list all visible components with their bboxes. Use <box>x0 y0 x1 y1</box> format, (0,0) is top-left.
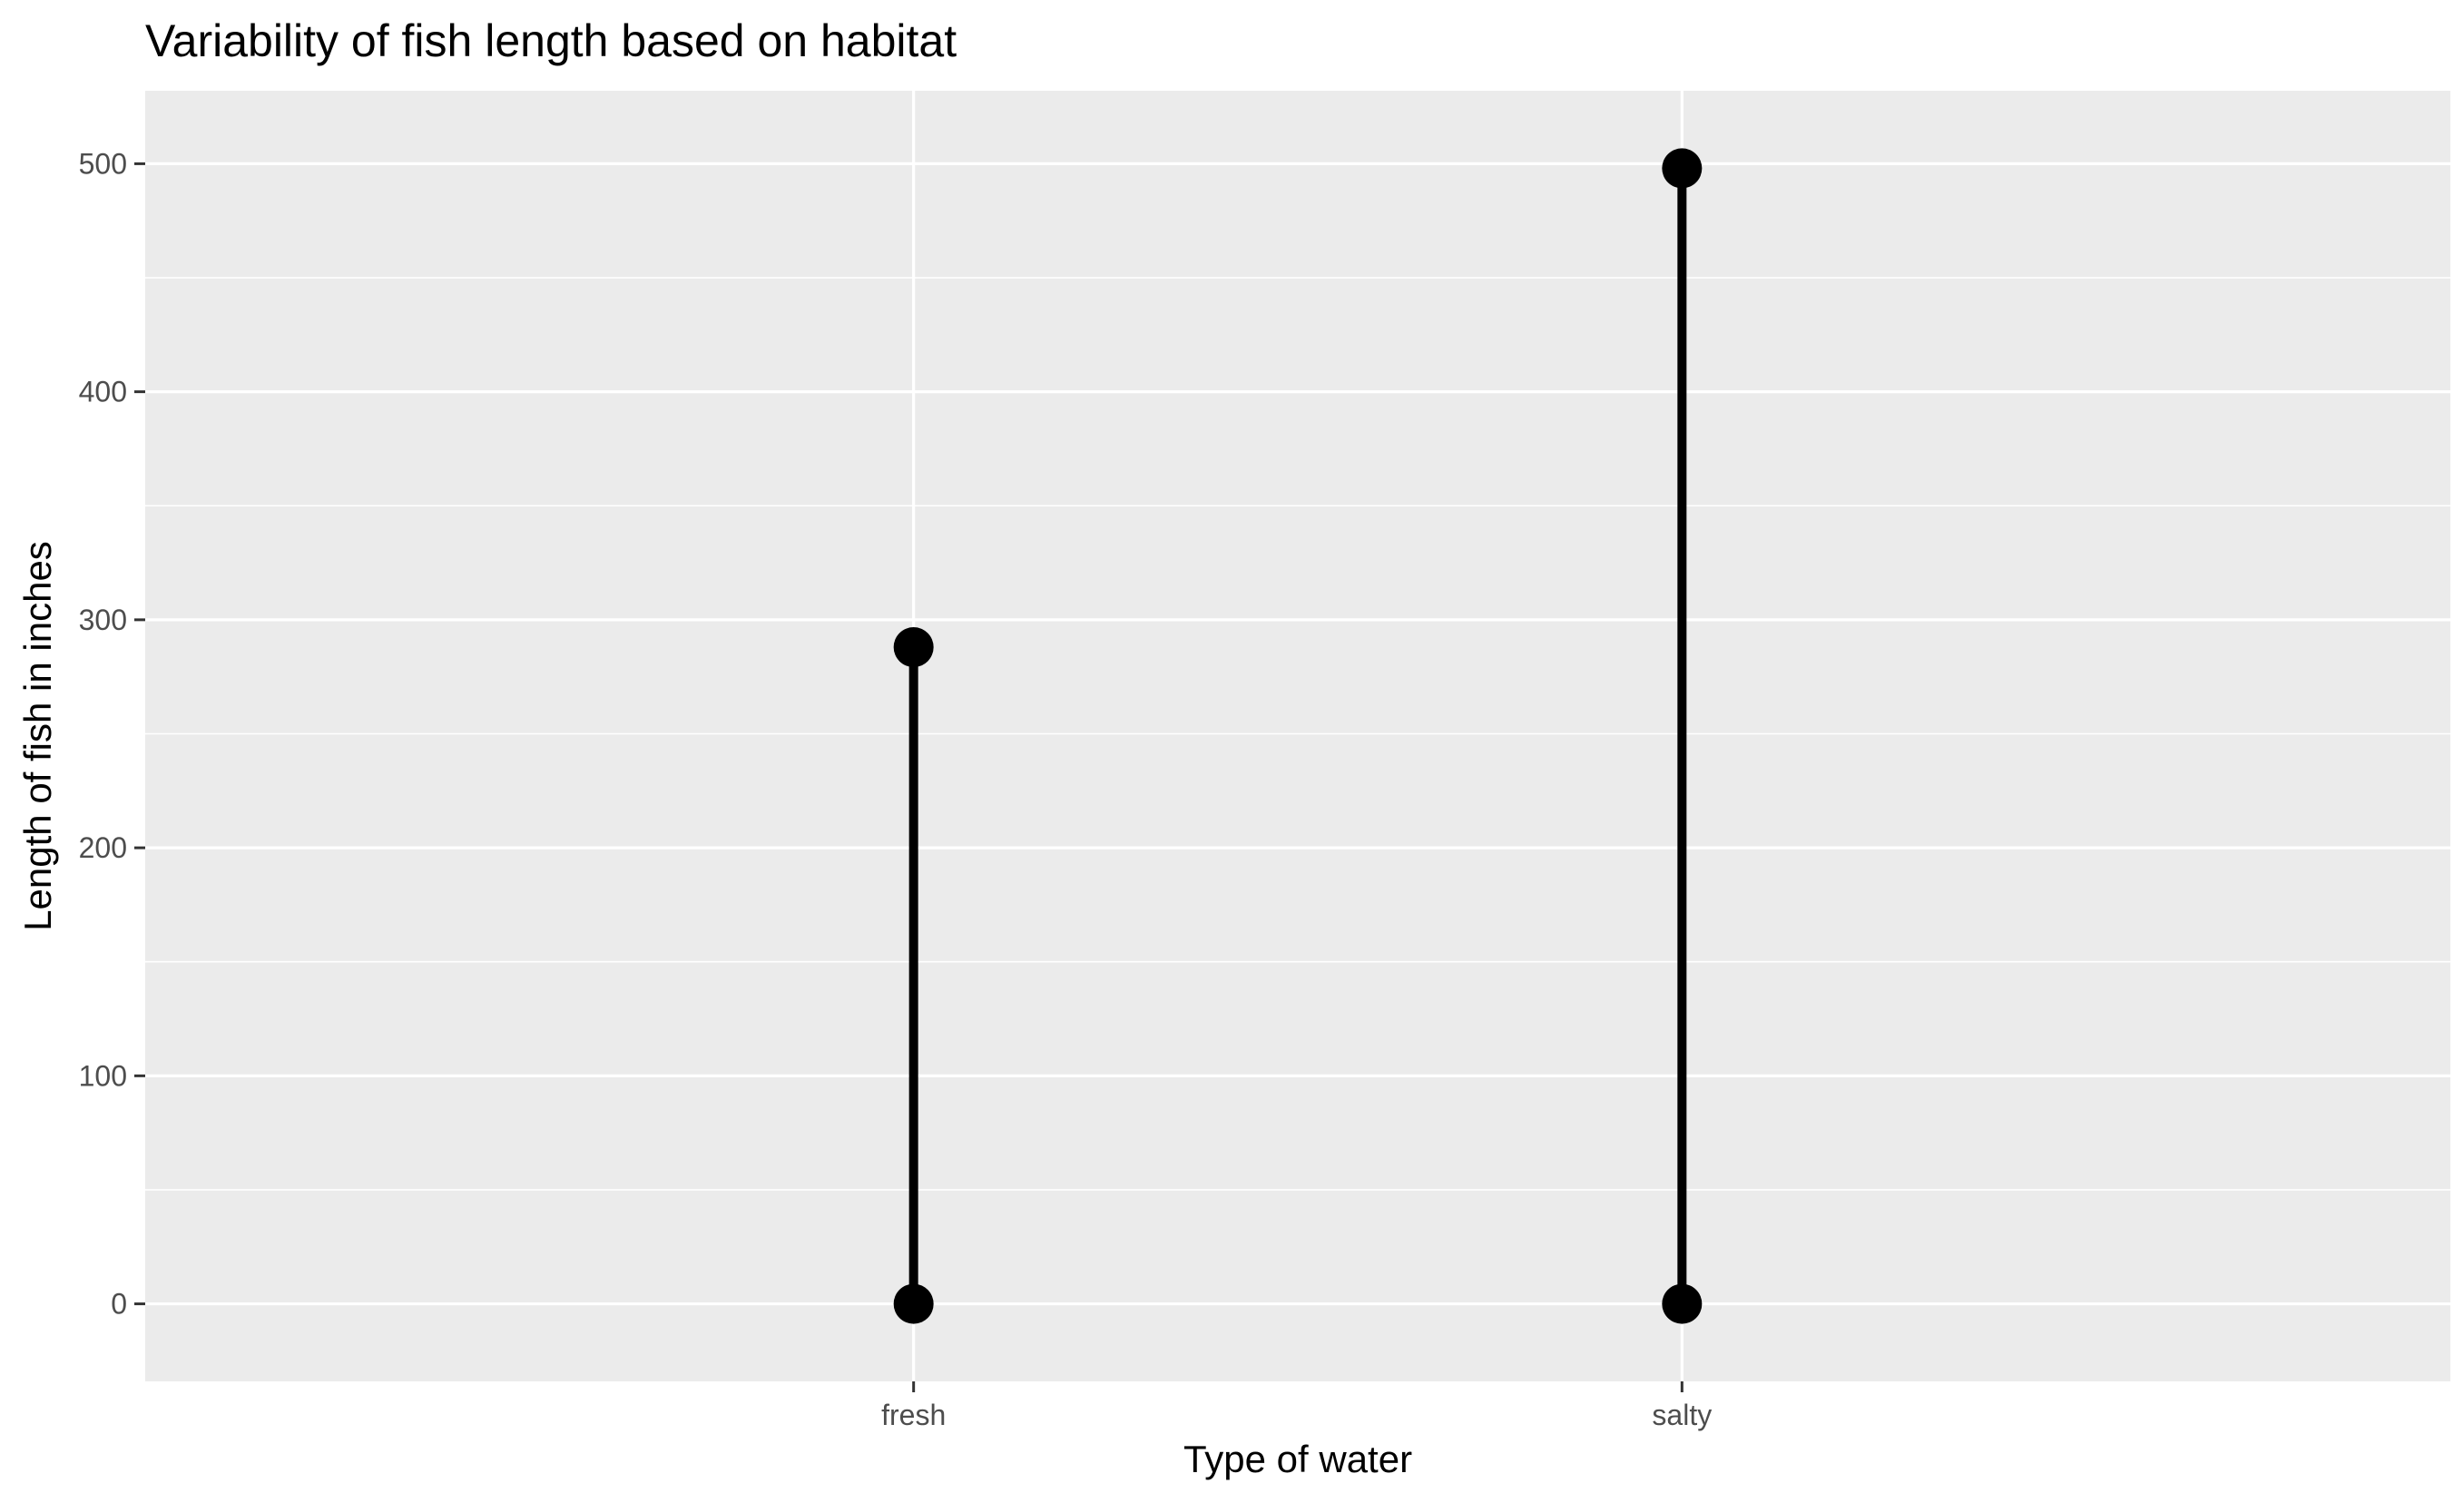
y-tick-label: 200 <box>79 831 127 864</box>
y-tick-label: 400 <box>79 376 127 408</box>
data-marks <box>893 148 1703 1324</box>
y-tick-label: 300 <box>79 604 127 636</box>
y-axis: 0 100 200 300 400 500 <box>79 147 145 1321</box>
y-tick-label: 100 <box>79 1059 127 1092</box>
chart-title: Variability of fish length based on habi… <box>145 15 957 66</box>
point-max-fresh <box>893 627 934 668</box>
x-tick-label: salty <box>1652 1399 1712 1431</box>
point-min-fresh <box>893 1283 934 1324</box>
x-axis-title: Type of water <box>1183 1438 1412 1480</box>
x-tick-label: fresh <box>881 1399 946 1431</box>
point-min-salty <box>1662 1283 1703 1324</box>
y-axis-title: Length of fish in inches <box>16 541 59 931</box>
x-axis: fresh salty <box>881 1381 1712 1431</box>
plot-panel <box>145 91 2450 1381</box>
y-tick-label: 500 <box>79 147 127 180</box>
y-tick-label: 0 <box>111 1288 127 1321</box>
point-max-salty <box>1662 148 1703 189</box>
grid-minor <box>145 277 2450 1191</box>
